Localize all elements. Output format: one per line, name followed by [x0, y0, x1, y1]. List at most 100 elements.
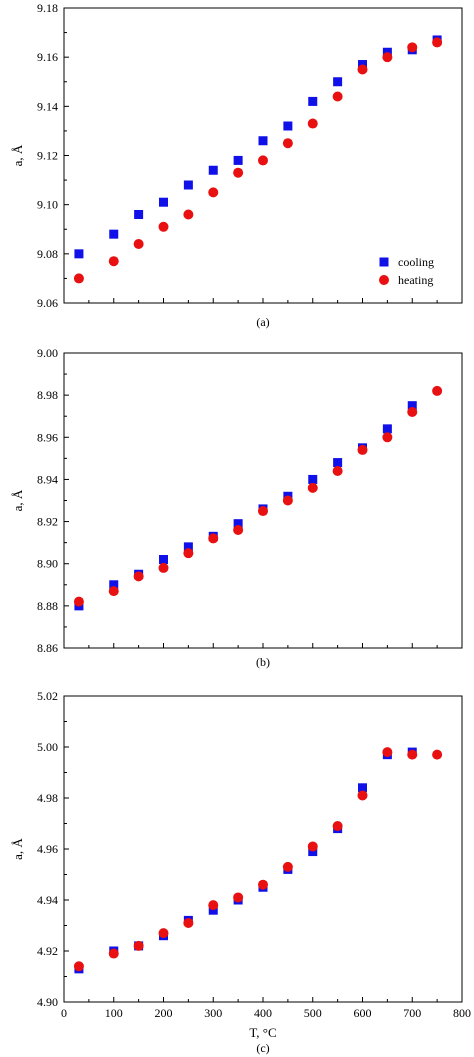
- y-tick-label: 8.86: [37, 641, 58, 655]
- y-tick-label: 9.00: [37, 346, 58, 360]
- y-tick-label: 9.18: [37, 1, 58, 15]
- y-tick-label: 9.16: [37, 50, 58, 64]
- y-tick-label: 5.02: [37, 689, 58, 703]
- data-point-cooling: [308, 474, 318, 484]
- chart-panel-2: 8.86 8.88 8.90 8.92 8.94 8.96 8.98 9.00 a, Å (b): [10, 346, 463, 669]
- y-axis-title: a, Å: [10, 489, 25, 511]
- data-point-heating: [407, 42, 418, 53]
- y-tick-label: 9.10: [37, 198, 58, 212]
- data-point-heating: [233, 892, 244, 903]
- data-point-heating: [258, 506, 268, 517]
- data-point-heating: [382, 747, 393, 758]
- data-point-heating: [208, 900, 219, 911]
- y-tick-label: 8.88: [37, 599, 58, 613]
- plot-frame: [63, 352, 463, 649]
- legend-label-cooling: cooling: [398, 255, 434, 269]
- data-point-cooling: [258, 136, 268, 146]
- data-point-heating: [307, 841, 318, 852]
- x-tick-label: 700: [403, 1006, 421, 1020]
- data-point-heating: [258, 879, 268, 890]
- y-axis-title: a, Å: [10, 144, 25, 166]
- y-tick-label: 4.98: [37, 791, 58, 805]
- data-point-heating: [183, 209, 194, 220]
- data-point-heating: [158, 928, 169, 939]
- y-tick-label: 4.92: [37, 944, 58, 958]
- data-point-heating: [282, 861, 293, 872]
- legend-marker-heating: [379, 275, 389, 285]
- legend-label-heating: heating: [398, 273, 433, 287]
- plot-frame: [63, 695, 463, 1003]
- data-point-heating: [208, 533, 219, 544]
- data-point-heating: [158, 221, 169, 232]
- data-point-heating: [133, 239, 144, 249]
- data-point-heating: [407, 407, 418, 417]
- data-point-heating: [357, 790, 368, 801]
- data-point-heating: [73, 596, 84, 607]
- data-point-cooling: [208, 905, 218, 915]
- panel-label: (b): [256, 655, 270, 669]
- data-point-heating: [108, 586, 119, 597]
- data-point-heating: [357, 444, 368, 455]
- x-tick-label: 600: [354, 1006, 372, 1020]
- data-point-cooling: [159, 555, 168, 564]
- data-point-heating: [73, 273, 84, 284]
- panel-label: (a): [256, 315, 269, 329]
- y-tick-label: 8.92: [37, 515, 58, 529]
- x-tick-label: 500: [304, 1006, 322, 1020]
- data-point-cooling: [159, 197, 168, 207]
- data-point-heating: [307, 482, 318, 493]
- y-tick-label: 8.94: [37, 472, 58, 486]
- x-tick-label: 100: [105, 1006, 123, 1020]
- data-point-cooling: [333, 77, 343, 87]
- data-point-heating: [133, 940, 144, 951]
- data-point-cooling: [382, 424, 392, 434]
- data-point-heating: [282, 138, 293, 149]
- data-point-cooling: [333, 458, 343, 468]
- data-point-heating: [108, 256, 119, 267]
- data-point-heating: [233, 525, 244, 535]
- data-point-cooling: [283, 121, 293, 131]
- legend: cooling heating: [379, 255, 434, 287]
- data-point-heating: [432, 37, 443, 48]
- data-point-heating: [258, 155, 268, 166]
- data-point-cooling: [109, 580, 119, 590]
- data-point-heating: [183, 917, 194, 928]
- y-tick-label: 4.94: [37, 893, 58, 907]
- data-point-cooling: [74, 249, 84, 259]
- y-tick-label: 5.00: [37, 740, 58, 754]
- data-point-cooling: [308, 96, 318, 106]
- panel-label: (c): [256, 1041, 269, 1055]
- data-point-heating: [233, 167, 244, 178]
- data-point-heating: [307, 118, 318, 129]
- x-tick-label: 0: [61, 1006, 67, 1020]
- data-point-cooling: [183, 542, 193, 552]
- y-tick-label: 9.06: [37, 296, 58, 310]
- y-tick-label: 4.96: [37, 842, 58, 856]
- data-point-cooling: [233, 519, 243, 529]
- x-tick-label: 200: [155, 1006, 173, 1020]
- data-point-heating: [382, 432, 393, 443]
- data-point-heating: [183, 548, 194, 559]
- data-point-heating: [133, 571, 144, 582]
- data-point-heating: [108, 948, 119, 959]
- data-point-heating: [332, 821, 343, 832]
- legend-marker-cooling: [379, 257, 389, 267]
- y-axis-title: a, Å: [10, 838, 25, 860]
- y-tick-label: 8.98: [37, 388, 58, 402]
- data-point-heating: [208, 187, 219, 198]
- data-point-heating: [432, 749, 443, 760]
- chart-panel-3: 4.90 4.92 4.94 4.96 4.98 5.00 5.02 0 100 200 300 40…: [10, 689, 471, 1055]
- data-point-cooling: [358, 783, 367, 793]
- data-point-cooling: [407, 401, 417, 411]
- data-point-cooling: [134, 210, 144, 219]
- data-point-cooling: [308, 847, 318, 857]
- data-point-cooling: [233, 155, 243, 165]
- x-tick-label: 400: [254, 1006, 272, 1020]
- data-point-heating: [332, 466, 343, 476]
- y-tick-label: 9.08: [37, 247, 58, 261]
- data-point-heating: [382, 52, 393, 63]
- data-point-heating: [332, 91, 343, 102]
- y-tick-label: 8.96: [37, 430, 58, 444]
- x-axis-title: T, °C: [249, 1025, 276, 1040]
- data-point-cooling: [183, 180, 193, 190]
